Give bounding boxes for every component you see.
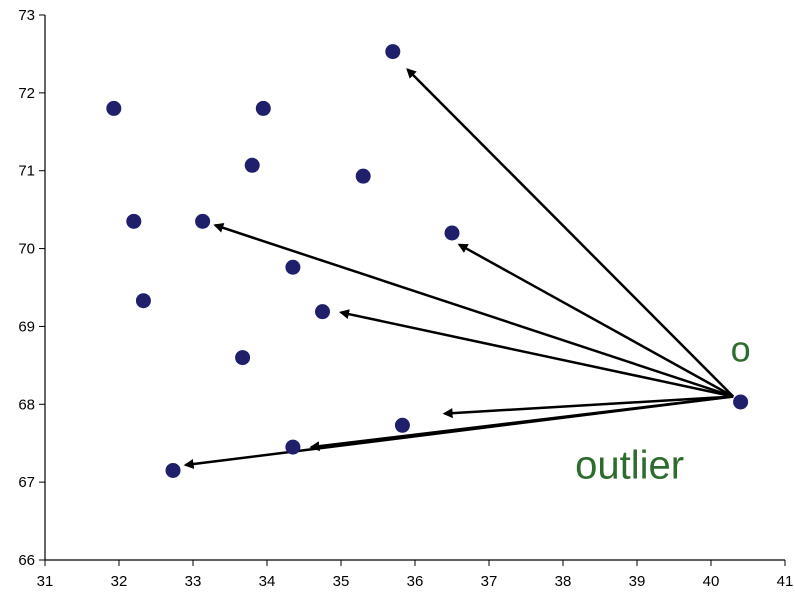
data-point xyxy=(126,213,142,229)
arrow xyxy=(457,243,734,398)
arrow xyxy=(339,309,734,398)
x-tick-label: 31 xyxy=(37,573,54,590)
x-tick-label: 34 xyxy=(259,573,276,590)
data-point xyxy=(135,293,151,309)
x-tick-label: 39 xyxy=(629,573,646,590)
x-tick-label: 40 xyxy=(703,573,720,590)
data-point xyxy=(315,304,330,320)
y-tick-label: 68 xyxy=(18,396,35,413)
data-point xyxy=(165,462,181,478)
data-point xyxy=(255,100,271,116)
data-point xyxy=(195,213,211,229)
x-tick-label: 37 xyxy=(481,573,498,590)
arrow xyxy=(442,395,734,419)
data-point xyxy=(285,259,301,275)
data-point xyxy=(733,394,749,410)
data-point xyxy=(394,417,410,433)
o-label: o xyxy=(731,328,751,369)
arrow xyxy=(213,222,734,398)
y-tick-label: 73 xyxy=(18,7,35,24)
x-tick-label: 32 xyxy=(111,573,128,590)
y-tick-label: 69 xyxy=(18,318,35,335)
data-point xyxy=(235,350,251,366)
x-tick-label: 35 xyxy=(333,573,350,590)
y-tick-label: 72 xyxy=(18,85,35,102)
arrow xyxy=(406,68,735,398)
outlier-label: outlier xyxy=(575,443,684,487)
arrows xyxy=(183,68,735,469)
x-tick-label: 33 xyxy=(185,573,202,590)
y-tick-label: 70 xyxy=(18,241,35,258)
data-point xyxy=(285,439,301,455)
data-point xyxy=(244,157,260,173)
data-point xyxy=(444,225,460,241)
arrow xyxy=(183,395,734,469)
x-tick-label: 38 xyxy=(555,573,572,590)
tick-labels: 31 32 33 34 35 36 37 38 39 40 41 66 67 68 69 70 71 72 73 xyxy=(18,7,793,590)
annotations: o outlier xyxy=(575,328,750,487)
data-point xyxy=(385,44,401,60)
x-tick-label: 41 xyxy=(777,573,794,590)
data-points xyxy=(106,44,749,478)
y-tick-label: 66 xyxy=(18,552,35,569)
x-tick-label: 36 xyxy=(407,573,424,590)
y-tick-label: 67 xyxy=(18,474,35,491)
data-point xyxy=(355,168,371,184)
data-point xyxy=(106,100,122,116)
y-tick-label: 71 xyxy=(18,163,35,180)
